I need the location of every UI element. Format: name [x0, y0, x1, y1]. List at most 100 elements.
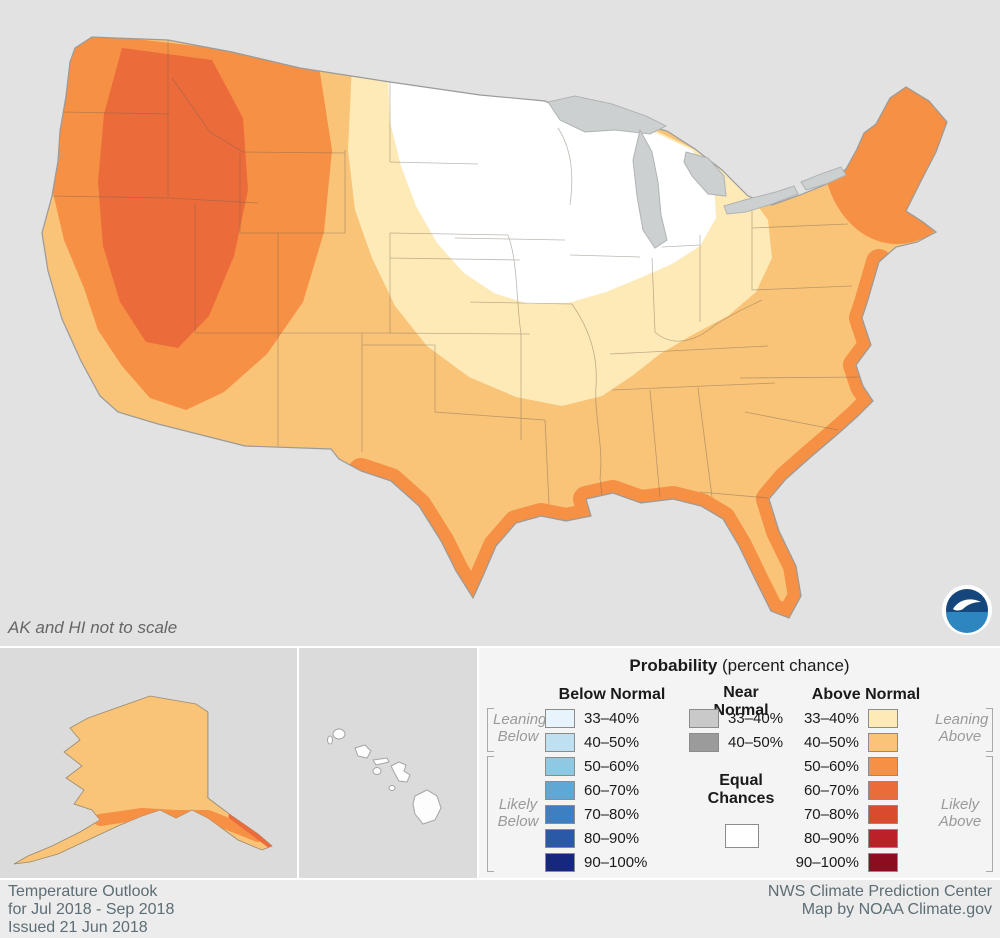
legend-row: 80–90% [545, 826, 647, 850]
legend-rows-above: 33–40% 40–50% 50–60% 60–70% 70–80% 80–90% 90–1… [789, 706, 898, 874]
label-likely-above: Likely Above [938, 796, 982, 830]
island-niihau [327, 735, 333, 745]
legend-row-label: 33–40% [728, 709, 784, 727]
legend-panel: Probability (percent chance) Below Norma… [479, 648, 1000, 878]
bracket-leaning-above [986, 708, 993, 752]
bracket-likely-below [487, 756, 494, 872]
legend-row-label: 50–60% [803, 757, 859, 775]
legend-title-rest: (percent chance) [717, 656, 850, 675]
label-leaning-above: Leaning Above [935, 711, 989, 745]
island-kahoolawe [388, 785, 396, 791]
scale-note: AK and HI not to scale [8, 618, 178, 637]
footer-left: Temperature Outlook for Jul 2018 - Sep 2… [8, 883, 174, 937]
footer-title: Temperature Outlook [8, 883, 158, 900]
footer-period: for Jul 2018 - Sep 2018 [8, 901, 175, 918]
legend-swatch [868, 732, 898, 752]
footer-right: NWS Climate Prediction Center Map by NOA… [768, 883, 992, 919]
island-oahu [354, 744, 372, 759]
legend-row-label: 80–90% [803, 829, 859, 847]
legend-swatch [868, 804, 898, 824]
legend-row: 90–100% [789, 850, 898, 874]
alaska-south-coast-50-60 [94, 808, 264, 842]
legend-swatch [868, 852, 898, 872]
great-lakes [547, 95, 847, 249]
legend-row: 50–60% [545, 754, 647, 778]
legend-header-near-normal: Near Normal [713, 684, 769, 719]
legend-swatch [868, 756, 898, 776]
legend-row: 50–60% [789, 754, 898, 778]
legend-swatch [868, 828, 898, 848]
island-molokai [372, 757, 390, 766]
legend-swatch [689, 732, 719, 752]
legend-row-label: 40–50% [728, 733, 784, 751]
legend-swatch [545, 756, 575, 776]
legend-header-below-normal: Below Normal [558, 686, 666, 703]
legend-row: 70–80% [545, 802, 647, 826]
legend-rows-near: 33–40% 40–50% [689, 706, 783, 754]
region-equal-chances [388, 78, 716, 304]
legend-row-label: 90–100% [584, 853, 648, 871]
label-leaning-below: Leaning Below [493, 711, 547, 745]
legend-row-label: 33–40% [803, 709, 859, 727]
alaska-landmass [13, 695, 273, 865]
bracket-likely-above [986, 756, 993, 872]
hawaii-water [299, 648, 477, 878]
footer-issued: Issued 21 Jun 2018 [8, 919, 148, 936]
legend-rows-below: 33–40% 40–50% 50–60% 60–70% 70–80% 80–90% 90–1… [545, 706, 647, 874]
hawaii-inset [299, 648, 477, 878]
legend-row-label: 60–70% [584, 781, 640, 799]
us-map [41, 36, 948, 619]
island-hawaii [412, 789, 442, 825]
lake-erie [723, 185, 799, 215]
legend-row-label: 50–60% [584, 757, 640, 775]
state-borders [51, 40, 869, 505]
alaska-panhandle-60-70 [228, 812, 272, 850]
legend-row-label: 80–90% [584, 829, 640, 847]
lake-superior [547, 95, 668, 135]
alaska-inset [0, 648, 297, 878]
legend-row: 33–40% [545, 706, 647, 730]
island-maui [390, 761, 411, 783]
legend-row-label: 40–50% [584, 733, 640, 751]
footer: Temperature Outlook for Jul 2018 - Sep 2… [0, 880, 1000, 938]
legend-row-label: 33–40% [584, 709, 640, 727]
legend-title-bold: Probability [629, 656, 718, 675]
island-lanai [372, 767, 382, 775]
legend-swatch [689, 708, 719, 728]
legend-swatch [868, 780, 898, 800]
legend-row-label: 90–100% [795, 853, 859, 871]
legend-row-label: 40–50% [803, 733, 859, 751]
legend-header-above-normal: Above Normal [811, 686, 921, 703]
lake-michigan [632, 128, 668, 249]
footer-credit: Map by NOAA Climate.gov [801, 901, 992, 918]
lake-huron [683, 151, 727, 197]
legend-swatch [545, 804, 575, 824]
legend-row-label: 70–80% [584, 805, 640, 823]
legend-row: 90–100% [545, 850, 647, 874]
legend-row-label: 70–80% [803, 805, 859, 823]
legend-title: Probability (percent chance) [479, 656, 1000, 676]
legend-row: 60–70% [789, 778, 898, 802]
region-west-above-60-70 [98, 48, 248, 348]
footer-source: NWS Climate Prediction Center [767, 883, 992, 900]
main-map-panel: AK and HI not to scale [0, 0, 1000, 646]
legend-row: 60–70% [545, 778, 647, 802]
legend-swatch [545, 780, 575, 800]
hawaii-islands [327, 728, 442, 825]
bracket-leaning-below [487, 708, 494, 752]
legend-row: 33–40% [689, 706, 783, 730]
legend-row: 80–90% [789, 826, 898, 850]
legend-row: 40–50% [789, 730, 898, 754]
legend-row: 70–80% [789, 802, 898, 826]
legend-row: 33–40% [789, 706, 898, 730]
equal-chances-swatch [725, 824, 759, 848]
legend-swatch [868, 708, 898, 728]
legend-row-label: 60–70% [803, 781, 859, 799]
legend-swatch [545, 828, 575, 848]
legend-swatch [545, 732, 575, 752]
lake-ontario [800, 166, 847, 191]
legend-swatch [545, 708, 575, 728]
equal-chances-label: Equal Chances [707, 772, 775, 807]
legend-row: 40–50% [689, 730, 783, 754]
legend-row: 40–50% [545, 730, 647, 754]
